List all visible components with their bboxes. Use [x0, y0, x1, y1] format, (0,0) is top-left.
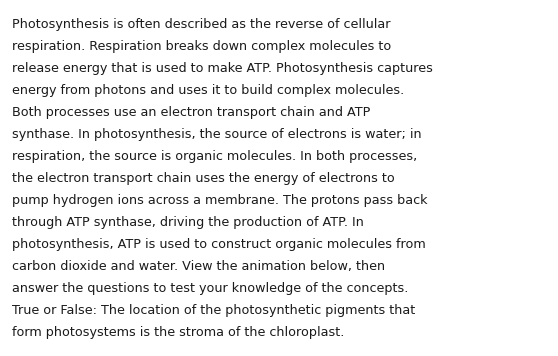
Text: respiration. Respiration breaks down complex molecules to: respiration. Respiration breaks down com…	[12, 40, 391, 53]
Text: photosynthesis, ATP is used to construct organic molecules from: photosynthesis, ATP is used to construct…	[12, 238, 426, 251]
Text: synthase. In photosynthesis, the source of electrons is water; in: synthase. In photosynthesis, the source …	[12, 128, 422, 141]
Text: Photosynthesis is often described as the reverse of cellular: Photosynthesis is often described as the…	[12, 18, 391, 31]
Text: the electron transport chain uses the energy of electrons to: the electron transport chain uses the en…	[12, 172, 395, 185]
Text: pump hydrogen ions across a membrane. The protons pass back: pump hydrogen ions across a membrane. Th…	[12, 194, 427, 207]
Text: through ATP synthase, driving the production of ATP. In: through ATP synthase, driving the produc…	[12, 216, 364, 229]
Text: release energy that is used to make ATP. Photosynthesis captures: release energy that is used to make ATP.…	[12, 62, 433, 75]
Text: Both processes use an electron transport chain and ATP: Both processes use an electron transport…	[12, 106, 371, 119]
Text: answer the questions to test your knowledge of the concepts.: answer the questions to test your knowle…	[12, 282, 408, 295]
Text: carbon dioxide and water. View the animation below, then: carbon dioxide and water. View the anima…	[12, 260, 385, 273]
Text: True or False: The location of the photosynthetic pigments that: True or False: The location of the photo…	[12, 304, 415, 317]
Text: energy from photons and uses it to build complex molecules.: energy from photons and uses it to build…	[12, 84, 404, 97]
Text: form photosystems is the stroma of the chloroplast.: form photosystems is the stroma of the c…	[12, 326, 344, 339]
Text: respiration, the source is organic molecules. In both processes,: respiration, the source is organic molec…	[12, 150, 417, 163]
